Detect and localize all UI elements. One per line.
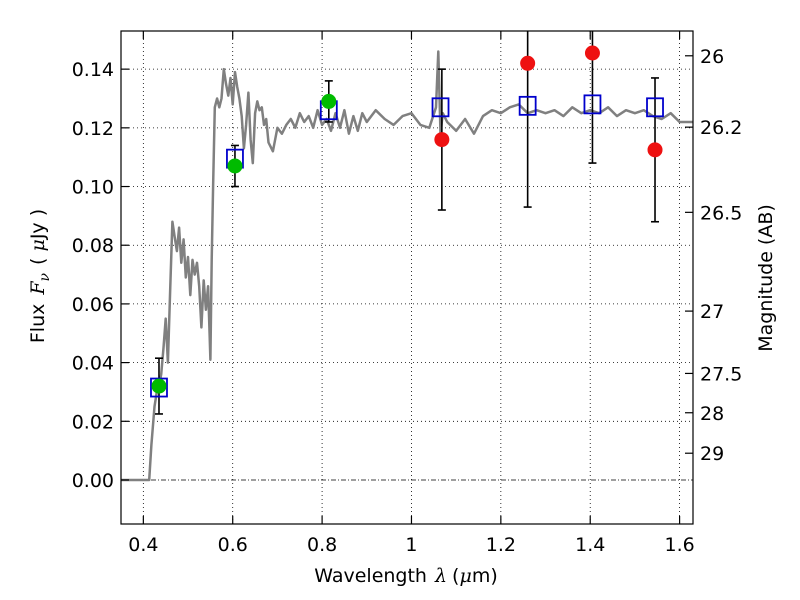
y-axis-label: FluxFν(μJy ): [27, 209, 53, 343]
y-tick-label: 0.12: [72, 118, 114, 140]
upper-limit-points: [434, 45, 663, 158]
y-tick-label: 0.00: [72, 470, 114, 492]
y2-tick-label: 26.2: [700, 117, 742, 139]
x-tick-label: 1.6: [664, 534, 694, 556]
y-tick-label: 0.14: [72, 59, 114, 81]
model-point: [150, 377, 168, 398]
x-tick-label: 1.4: [575, 534, 605, 556]
model-spectrum-line: [121, 50, 693, 482]
upper-limit-point: [584, 45, 600, 61]
y2-tick-label: 27.5: [700, 363, 742, 385]
upper-limit-point: [520, 55, 536, 71]
grid: [121, 31, 693, 524]
upper-limit-point: [434, 132, 450, 148]
x-axis-label: Wavelength λ (μm): [314, 565, 497, 587]
x-tick-label: 1: [405, 534, 417, 556]
y2-tick-label: 28: [700, 403, 724, 425]
y2-tick-label: 26.5: [700, 202, 742, 224]
y-tick-label: 0.04: [72, 353, 114, 375]
x-tick-label: 1.2: [486, 534, 516, 556]
upper-limit-point: [647, 142, 663, 158]
y-tick-label: 0.08: [72, 235, 114, 257]
y-tick-label: 0.06: [72, 294, 114, 316]
y-tick-label: 0.10: [72, 177, 114, 199]
y2-tick-label: 27: [700, 301, 724, 323]
detection-point: [227, 158, 243, 174]
x-tick-labels: 0.4 0.6 0.8 1 1.2 1.4 1.6: [128, 534, 694, 556]
model-point: [646, 97, 664, 118]
model-photometry-points: [150, 94, 664, 398]
model-point: [583, 94, 602, 115]
x-tick-label: 0.6: [218, 534, 248, 556]
y2-tick-label: 29: [700, 443, 724, 465]
detection-point: [151, 378, 167, 394]
plot-frame: [120, 30, 694, 525]
y2-axis-label: Magnitude (AB): [755, 204, 777, 352]
y-tick-labels: 0.00 0.02 0.04 0.06 0.08 0.10 0.12 0.14: [72, 59, 114, 492]
y-tick-label: 0.02: [72, 411, 114, 433]
x-tick-label: 0.4: [128, 534, 158, 556]
detection-point: [321, 93, 337, 109]
detection-points: [151, 93, 337, 394]
model-point: [518, 95, 537, 116]
x-tick-label: 0.8: [307, 534, 337, 556]
y2-tick-labels: 26 26.2 26.5 27 27.5 28 29: [700, 46, 742, 465]
y2-tick-label: 26: [700, 46, 724, 68]
ticks: [121, 31, 693, 524]
model-point: [431, 97, 450, 118]
